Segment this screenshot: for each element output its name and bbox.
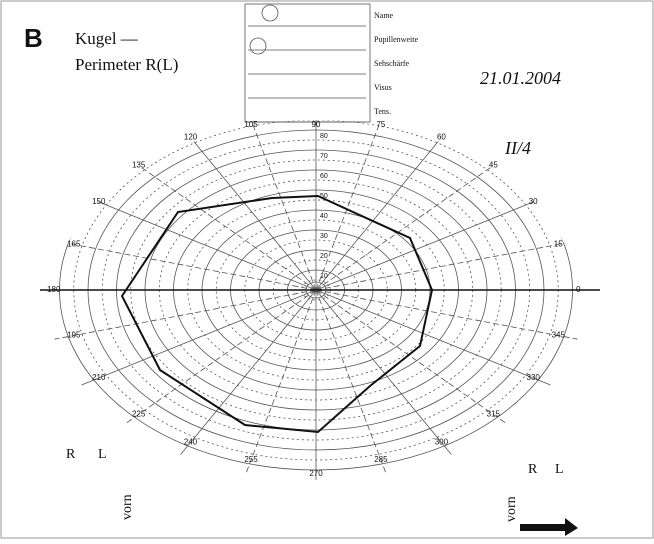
angle-label: 240	[184, 438, 198, 447]
angle-label: 210	[92, 373, 106, 382]
angle-label: 315	[487, 410, 501, 419]
angle-label: 225	[132, 410, 146, 419]
angle-label: 135	[132, 161, 146, 170]
radius-label: 60	[320, 173, 328, 180]
radius-label: 30	[320, 233, 328, 240]
radius-label: 70	[320, 153, 328, 160]
form-field: Pupillenweite	[374, 35, 418, 44]
isopter-label: II/4	[504, 138, 531, 158]
footer-text: vorn	[120, 494, 135, 520]
angle-label: 165	[67, 240, 81, 249]
radius-label: 40	[320, 213, 328, 220]
angle-label: 195	[67, 331, 81, 340]
page: B Kugel — Perimeter R(L) 21.01.2004 Name…	[0, 0, 654, 539]
angle-label: 90	[312, 120, 321, 129]
footer-text: L	[98, 447, 107, 462]
footer-text: L	[555, 462, 564, 477]
angle-label: 300	[435, 438, 449, 447]
form-field: Tens.	[374, 107, 391, 116]
angle-label: 285	[374, 455, 388, 464]
footer-text: R	[528, 462, 538, 477]
form-field: Sehschärfe	[374, 59, 410, 68]
header-line: Kugel —	[75, 29, 139, 48]
angle-label: 105	[244, 120, 258, 129]
angle-label: 120	[184, 133, 198, 142]
radius-label: 20	[320, 253, 328, 260]
angle-label: 150	[92, 197, 106, 206]
header-line: Perimeter R(L)	[75, 55, 178, 74]
angle-label: 30	[529, 197, 538, 206]
angle-label: 345	[552, 331, 566, 340]
angle-label: 45	[489, 161, 498, 170]
form-field: Visus	[374, 83, 392, 92]
angle-label: 255	[244, 455, 258, 464]
form-field: Name	[374, 11, 394, 20]
radius-label: 10	[320, 273, 328, 280]
radius-label: 80	[320, 133, 328, 140]
footer-text: vorn	[504, 496, 519, 522]
angle-label: 75	[376, 120, 385, 129]
angle-label: 270	[309, 469, 323, 478]
footer-text: R	[66, 447, 76, 462]
angle-label: 330	[527, 373, 541, 382]
angle-label: 60	[437, 133, 446, 142]
date: 21.01.2004	[480, 68, 561, 88]
angle-label: 15	[554, 240, 563, 249]
panel-label: B	[24, 23, 43, 53]
